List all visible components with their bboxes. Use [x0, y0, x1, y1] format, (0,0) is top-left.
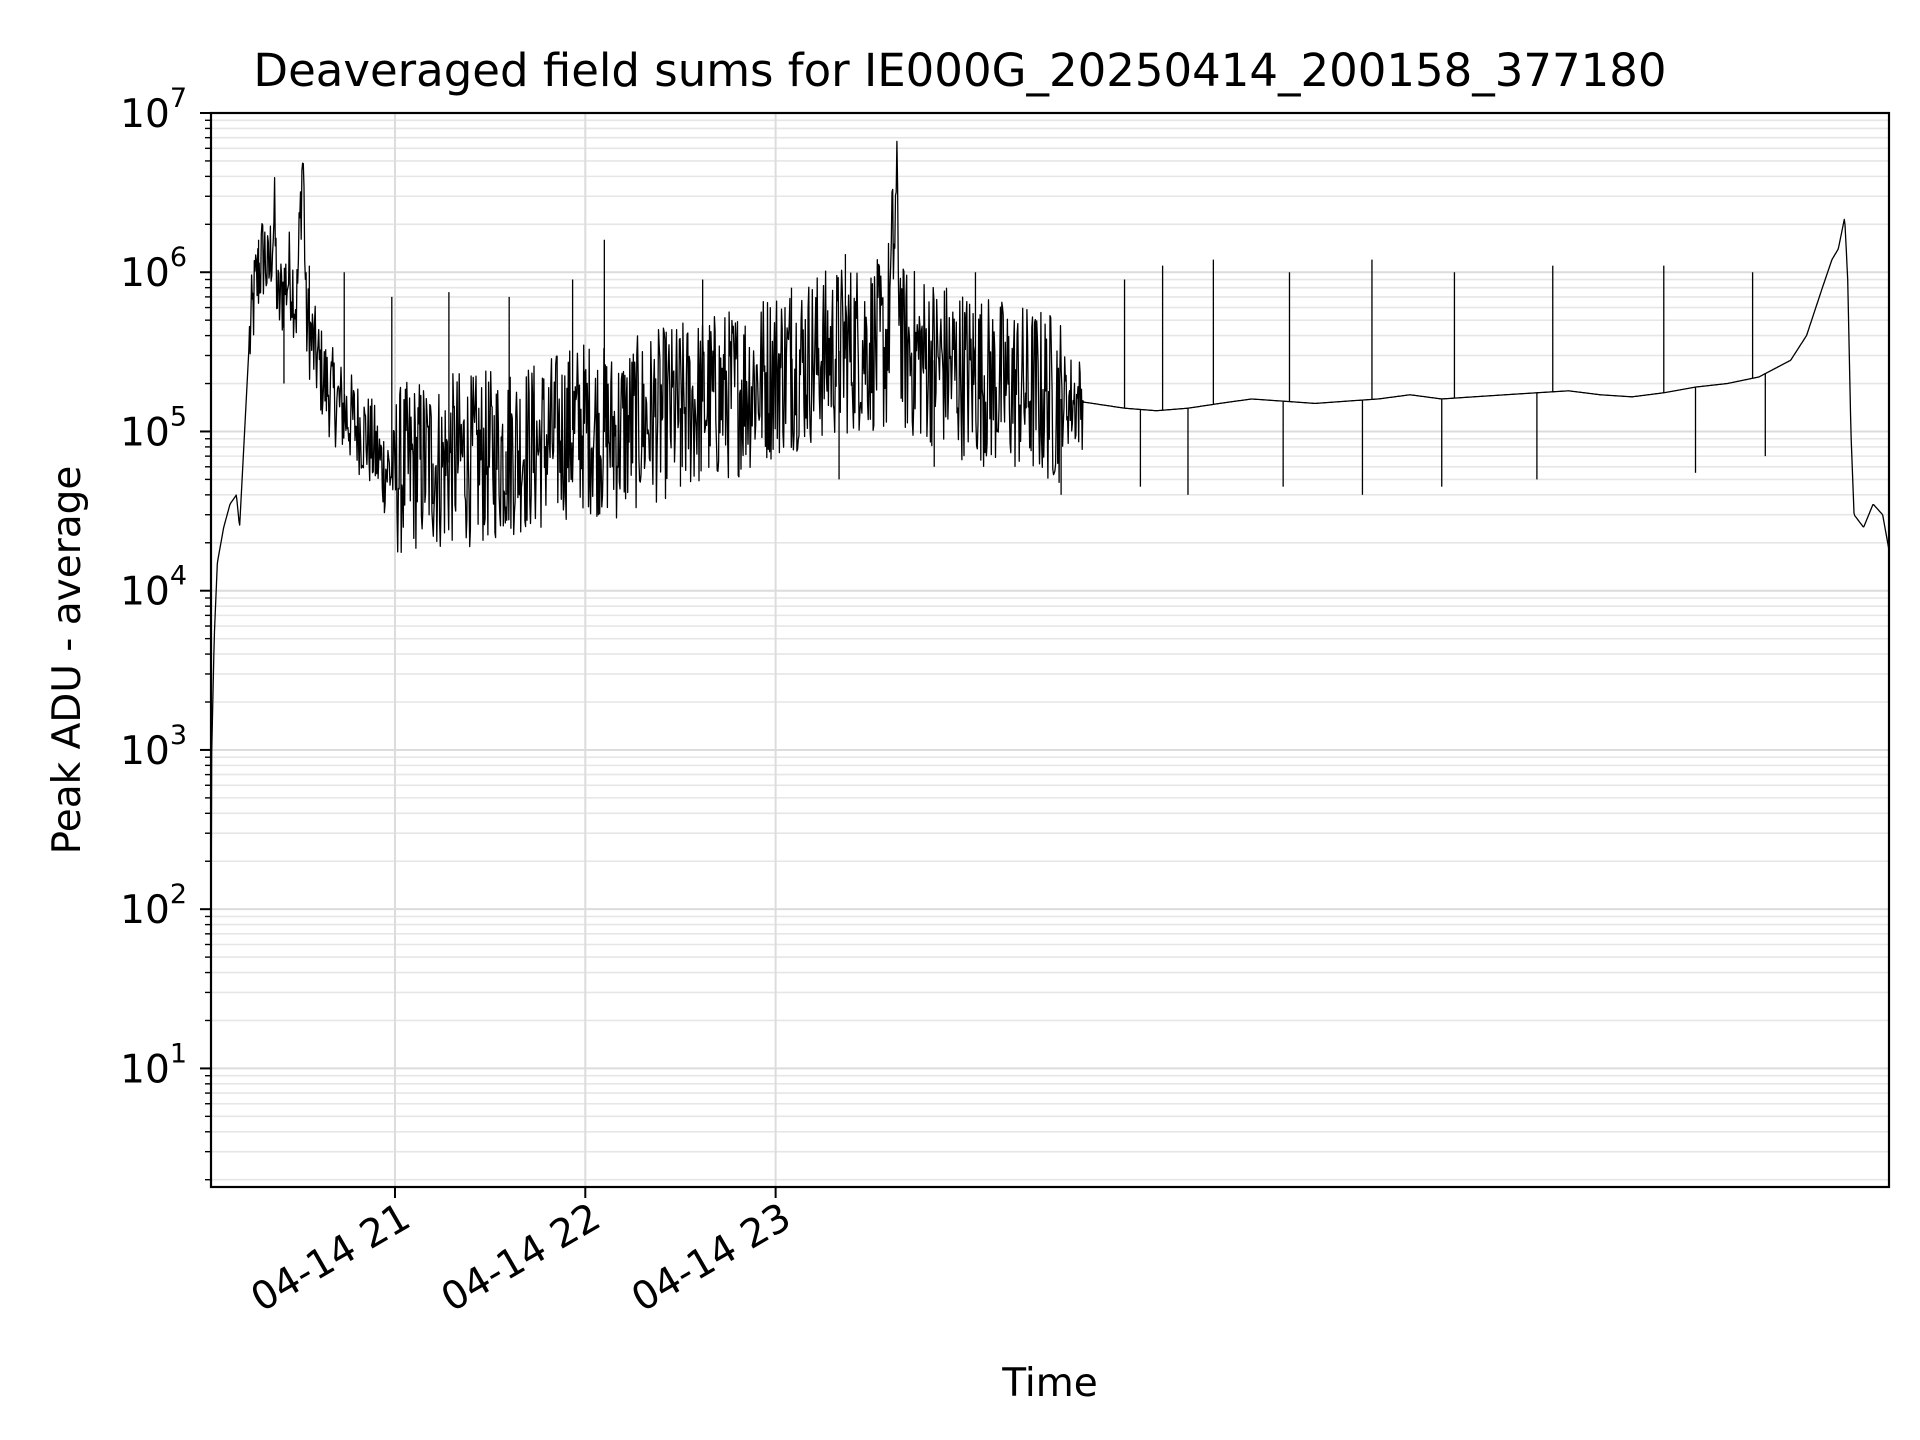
y-axis-label: Peak ADU - average [45, 466, 90, 855]
y-tick-label: 106 [120, 242, 187, 296]
y-tick-label: 104 [120, 561, 187, 615]
y-axis-ticks: 101 102 103 104 105 106 107 [120, 83, 211, 1181]
y-tick-label: 101 [120, 1038, 187, 1092]
y-tick-label: 102 [120, 879, 187, 933]
plot-frame [209, 111, 1891, 1189]
y-tick-label: 105 [120, 401, 187, 455]
x-tick-label: 04-14 21 [244, 1195, 418, 1322]
series-line [210, 140, 1890, 958]
grid-lines [211, 112, 1889, 1187]
chart-title: Deaveraged field sums for IE000G_2025041… [253, 44, 1667, 97]
x-axis-label: Time [1001, 1361, 1097, 1406]
data-series [210, 140, 1890, 958]
y-tick-label: 103 [120, 720, 187, 774]
y-tick-label: 107 [120, 83, 187, 137]
x-tick-label: 04-14 23 [624, 1195, 798, 1322]
x-tick-label: 04-14 22 [434, 1195, 608, 1322]
